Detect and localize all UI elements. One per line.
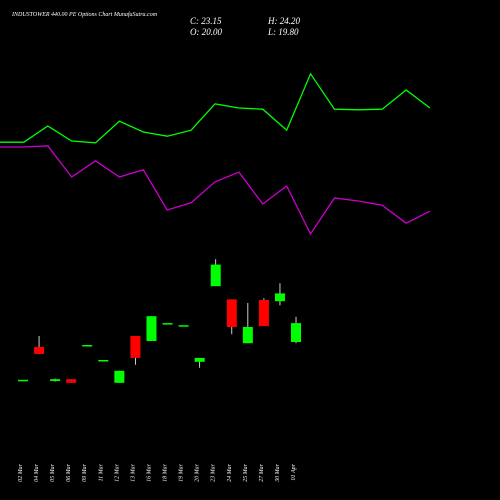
candle-body [194,357,205,362]
x-tick-label: 25 Mar [243,463,249,481]
candle-body [146,316,157,341]
candle-body [162,323,173,325]
x-tick-label: 27 Mar [259,463,265,481]
candle-body [226,299,237,327]
candle-body [50,379,61,381]
x-tick-label: 19 Mar [179,463,185,481]
x-tick-label: 04 Mar [33,463,40,481]
candle-body [274,293,285,302]
candle-body [82,345,93,347]
x-tick-label: 24 Mar [226,463,233,481]
x-tick-label: 23 Mar [211,463,217,481]
low-label: L: 19.80 [267,27,299,37]
candle-body [258,300,269,327]
candle-body [291,323,302,342]
chart-title: INDUSTOWER 440.00 PE Options Chart Munaf… [11,11,158,18]
x-tick-label: 02 Mar [18,463,24,481]
x-tick-label: 13 Mar [130,463,136,481]
x-tick-label: 09 Mar [82,463,88,481]
candle-body [178,325,189,327]
high-label: H: 24.20 [267,16,300,26]
candle-body [66,379,77,383]
x-tick-label: 12 Mar [114,463,120,481]
open-label: O: 20.00 [190,27,222,37]
candle-body [210,264,221,287]
candle-body [114,370,125,383]
x-tick-label: 06 Mar [66,463,72,481]
x-tick-label: 01 Apr [291,463,297,480]
close-label: C: 23.15 [190,16,222,26]
x-tick-label: 16 Mar [146,463,152,481]
indicator-line [0,72,431,144]
x-tick-label: 18 Mar [163,463,169,481]
candle-body [130,336,141,358]
x-tick-label: 05 Mar [50,463,56,481]
candle-body [34,346,45,354]
candle-body [98,360,109,362]
candle-body [242,327,253,344]
candle-body [18,379,28,382]
x-tick-label: 30 Mar [275,463,281,482]
indicator-line [0,145,431,236]
x-tick-label: 11 Mar [98,463,104,481]
x-tick-label: 20 Mar [195,463,201,481]
